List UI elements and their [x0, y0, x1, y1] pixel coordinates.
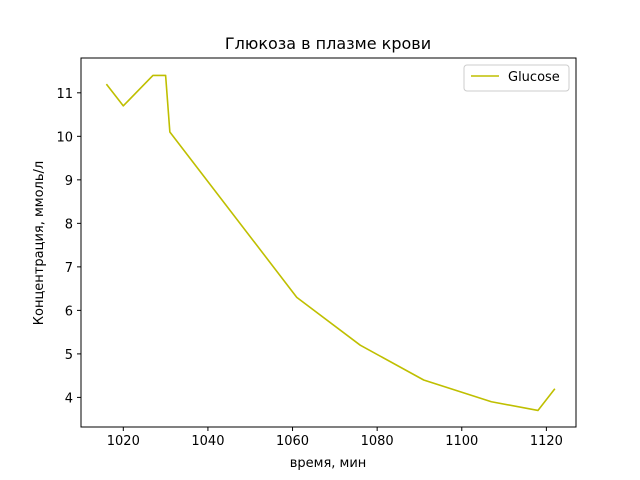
y-axis-ticks: 4 5 6 7 8 9 10 11 — [56, 87, 81, 406]
x-tick-label: 1040 — [191, 434, 224, 449]
series-line-glucose — [105, 74, 556, 412]
plot-frame — [80, 57, 577, 428]
y-tick-label: 10 — [56, 130, 73, 145]
x-axis-ticks: 1020 1040 1060 1080 1100 1120 — [107, 427, 563, 449]
y-tick-label: 4 — [65, 391, 73, 406]
x-tick-label: 1060 — [276, 434, 309, 449]
series-layer — [105, 74, 556, 412]
y-tick-label: 8 — [65, 217, 73, 232]
x-tick-label: 1100 — [445, 434, 478, 449]
legend: Glucose — [463, 64, 570, 92]
chart-title: Глюкоза в плазме крови — [225, 34, 431, 53]
x-tick-label: 1020 — [107, 434, 140, 449]
y-axis-label: Концентрация, ммоль/л — [32, 161, 47, 325]
y-tick-label: 5 — [65, 348, 73, 363]
legend-label: Glucose — [508, 70, 560, 85]
x-tick-label: 1080 — [361, 434, 394, 449]
y-tick-label: 11 — [56, 87, 73, 102]
x-axis-label: время, мин — [290, 456, 367, 471]
y-tick-label: 6 — [65, 304, 73, 319]
y-tick-label: 9 — [65, 174, 73, 189]
legend-box — [463, 64, 570, 92]
x-tick-label: 1120 — [530, 434, 563, 449]
y-tick-label: 7 — [65, 261, 73, 276]
